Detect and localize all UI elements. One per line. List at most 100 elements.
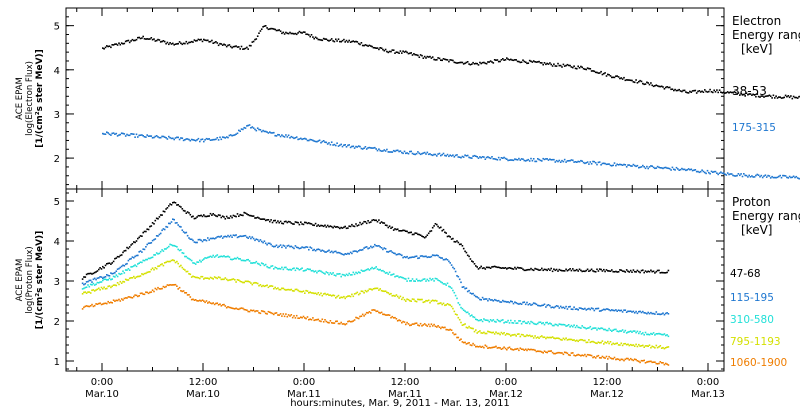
data-point [340, 321, 342, 324]
data-point [228, 217, 231, 219]
data-point [506, 268, 508, 270]
data-point [597, 307, 600, 310]
data-point [616, 271, 618, 273]
data-point [585, 309, 588, 311]
data-point [496, 266, 499, 269]
data-point [577, 65, 579, 68]
data-point [654, 85, 656, 87]
data-point [594, 327, 597, 329]
data-point [419, 54, 422, 56]
data-point [414, 322, 416, 325]
x-tick-time-label: 12:00 [189, 377, 218, 388]
data-point [184, 210, 186, 212]
data-point [658, 166, 660, 169]
data-point [130, 40, 132, 42]
data-point [380, 311, 383, 314]
data-point [363, 270, 365, 272]
data-point [617, 330, 620, 333]
legend-entry: 795-1193 [730, 336, 781, 348]
data-point [493, 59, 496, 61]
data-point [612, 358, 614, 360]
data-point [442, 258, 445, 261]
data-point [374, 287, 376, 290]
data-point [547, 268, 550, 270]
data-point [376, 268, 379, 270]
data-point [159, 232, 162, 235]
data-point [417, 257, 419, 260]
data-point [352, 320, 355, 322]
data-point [395, 51, 398, 53]
data-point [239, 130, 241, 132]
data-point [244, 212, 247, 214]
data-point [359, 272, 361, 274]
data-point [511, 348, 513, 351]
data-point [471, 327, 473, 330]
data-point [590, 307, 593, 309]
data-point [790, 95, 792, 97]
data-point [609, 329, 612, 331]
data-point [427, 153, 430, 156]
data-point [388, 151, 391, 153]
data-point [654, 347, 656, 349]
data-point [194, 299, 197, 301]
data-point [452, 59, 454, 62]
data-point [593, 270, 596, 273]
data-point [223, 43, 225, 46]
data-point [301, 291, 303, 293]
data-point [411, 298, 414, 300]
data-point [651, 84, 653, 87]
data-point [600, 70, 602, 73]
y-tick-label: 1 [54, 357, 60, 368]
data-point [134, 39, 136, 42]
data-point [772, 94, 775, 97]
data-point [325, 141, 328, 144]
data-point [227, 44, 229, 47]
data-point [558, 337, 561, 340]
data-point [172, 201, 174, 204]
data-point [628, 330, 631, 333]
data-point [115, 274, 118, 276]
data-point [493, 265, 496, 268]
data-point [294, 221, 297, 223]
data-point [110, 134, 112, 136]
data-point [300, 247, 302, 249]
data-point [281, 315, 283, 317]
data-point [368, 247, 371, 249]
data-point [320, 250, 322, 252]
data-point [752, 176, 754, 178]
x-tick-time-label: 0:00 [293, 377, 315, 388]
data-point [425, 299, 427, 302]
data-point [328, 40, 330, 42]
data-point [500, 59, 503, 61]
data-point [181, 229, 184, 231]
data-point [405, 278, 407, 280]
data-point [339, 144, 341, 147]
data-point [317, 248, 320, 250]
data-point [298, 223, 301, 226]
data-point [114, 276, 116, 278]
data-point [396, 51, 399, 54]
data-point [102, 265, 104, 268]
data-point [642, 269, 644, 271]
data-point [252, 309, 255, 312]
data-point [166, 41, 169, 44]
data-point [374, 47, 376, 49]
data-point [339, 227, 341, 230]
data-point [275, 29, 278, 32]
data-point [683, 168, 686, 171]
data-point [386, 250, 388, 253]
data-point [546, 269, 548, 272]
data-point [262, 129, 264, 132]
data-point [415, 322, 418, 324]
data-point [225, 306, 228, 309]
data-point [251, 262, 254, 264]
data-point [112, 299, 115, 301]
data-point [442, 326, 445, 329]
data-point [547, 63, 550, 65]
data-point [690, 91, 693, 93]
data-point [317, 224, 320, 226]
data-point [511, 159, 513, 161]
data-point [155, 217, 158, 220]
data-point [155, 235, 158, 237]
data-point [566, 352, 569, 355]
